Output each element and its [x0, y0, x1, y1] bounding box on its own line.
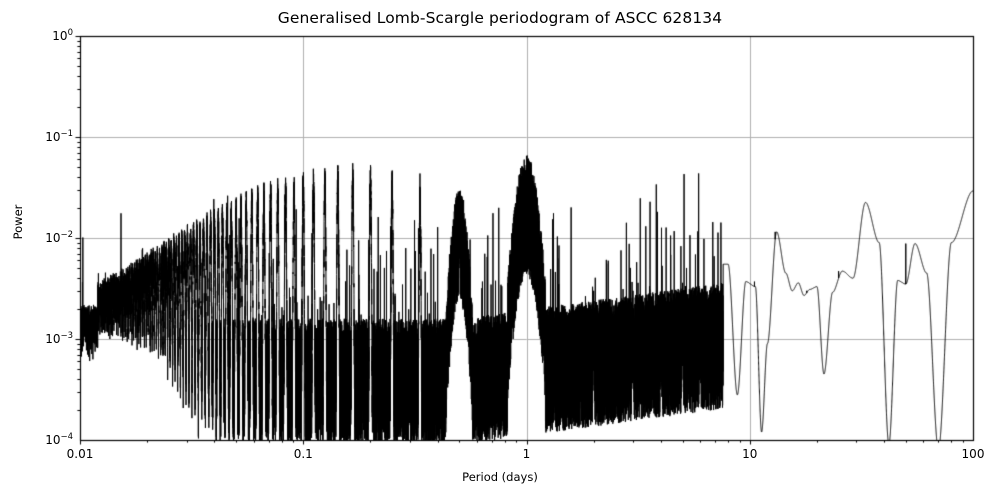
y-tick-mantissa: 10 [45, 332, 61, 346]
y-tick-exponent: −3 [60, 331, 73, 341]
y-axis-label: Power [11, 204, 25, 240]
y-tick-mantissa: 10 [45, 130, 61, 144]
y-tick-label: 10−4 [45, 433, 73, 447]
x-tick-label: 0.1 [293, 447, 313, 461]
y-tick-label: 10−3 [45, 332, 73, 346]
page-title: Generalised Lomb-Scargle periodogram of … [277, 9, 723, 27]
x-tick-label: 100 [961, 447, 985, 461]
x-tick-label: 0.01 [66, 447, 94, 461]
y-tick-label: 100 [52, 29, 73, 43]
y-tick-exponent: −4 [60, 432, 73, 442]
y-tick-label: 10−2 [45, 231, 73, 245]
x-tick-label: 1 [522, 447, 531, 461]
y-tick-mantissa: 10 [52, 29, 68, 43]
y-tick-label: 10−1 [45, 130, 73, 144]
y-tick-exponent: −1 [60, 129, 73, 139]
y-tick-mantissa: 10 [45, 231, 61, 245]
y-tick-exponent: 0 [67, 28, 73, 38]
y-tick-mantissa: 10 [45, 433, 61, 447]
x-tick-label: 10 [742, 447, 758, 461]
x-axis-label: Period (days) [462, 470, 538, 484]
y-tick-exponent: −2 [60, 230, 73, 240]
